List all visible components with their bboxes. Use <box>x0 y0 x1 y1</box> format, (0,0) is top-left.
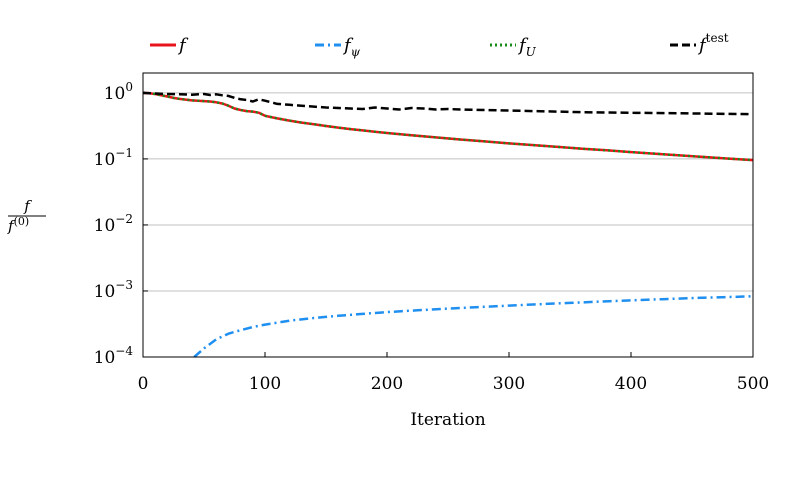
legend-label-superscript: test <box>706 31 729 45</box>
y-tick-label-3: 10−3 <box>94 278 133 302</box>
x-axis: 0 100 200 300 400 500 <box>138 352 769 394</box>
y-tick-label-exp: −4 <box>115 344 133 358</box>
x-tick-label-2: 200 <box>371 374 403 394</box>
x-tick-label-5: 500 <box>737 374 769 394</box>
y-tick-label-exp: −2 <box>115 212 133 226</box>
series-lines <box>142 91 754 358</box>
series-line-0-f <box>142 91 754 162</box>
series-line-1-f <box>193 295 754 358</box>
y-axis-title: f f(0) <box>7 197 46 235</box>
y-tick-label-exp: −1 <box>115 146 133 160</box>
grid-lines <box>143 92 753 292</box>
y-tick-label-exp: 0 <box>125 80 133 94</box>
y-tick-label-exp: −3 <box>115 278 133 292</box>
y-tick-label-4: 10−4 <box>94 344 134 368</box>
legend-label-2: fU <box>517 35 537 59</box>
y-tick-label-base: 10 <box>94 282 116 302</box>
legend-label-1: fψ <box>342 35 361 59</box>
legend-label-subscript: ψ <box>351 45 361 59</box>
legend-label-subscript: U <box>526 45 537 59</box>
legend-label-base: f <box>177 35 189 56</box>
x-tick-label-1: 100 <box>249 374 281 394</box>
x-axis-title: Iteration <box>410 410 485 430</box>
plot-frame <box>142 72 754 358</box>
y-tick-label-base: 10 <box>104 84 126 104</box>
y-tick-label-0: 100 <box>104 80 133 104</box>
y-axis-title-denominator-base: f <box>7 217 16 235</box>
y-tick-label-base: 10 <box>94 150 116 170</box>
y-axis-title-denominator-sup: (0) <box>14 215 30 228</box>
x-tick-label-4: 400 <box>615 374 647 394</box>
y-tick-label-2: 10−2 <box>94 212 133 236</box>
y-axis-title-numerator: f <box>23 197 32 215</box>
series-line-3-f-test <box>142 91 754 116</box>
legend: f fψ fU ftest <box>150 31 729 59</box>
y-tick-label-1: 10−1 <box>94 146 133 170</box>
legend-label-0: f <box>177 35 189 56</box>
y-axis-title-denominator: f(0) <box>7 215 29 235</box>
y-tick-label-base: 10 <box>94 348 116 368</box>
series-line-2-f-u <box>142 91 754 162</box>
y-tick-label-base: 10 <box>94 216 116 236</box>
x-tick-label-3: 300 <box>493 374 525 394</box>
legend-label-3: ftest <box>697 31 729 56</box>
x-tick-label-0: 0 <box>138 374 149 394</box>
